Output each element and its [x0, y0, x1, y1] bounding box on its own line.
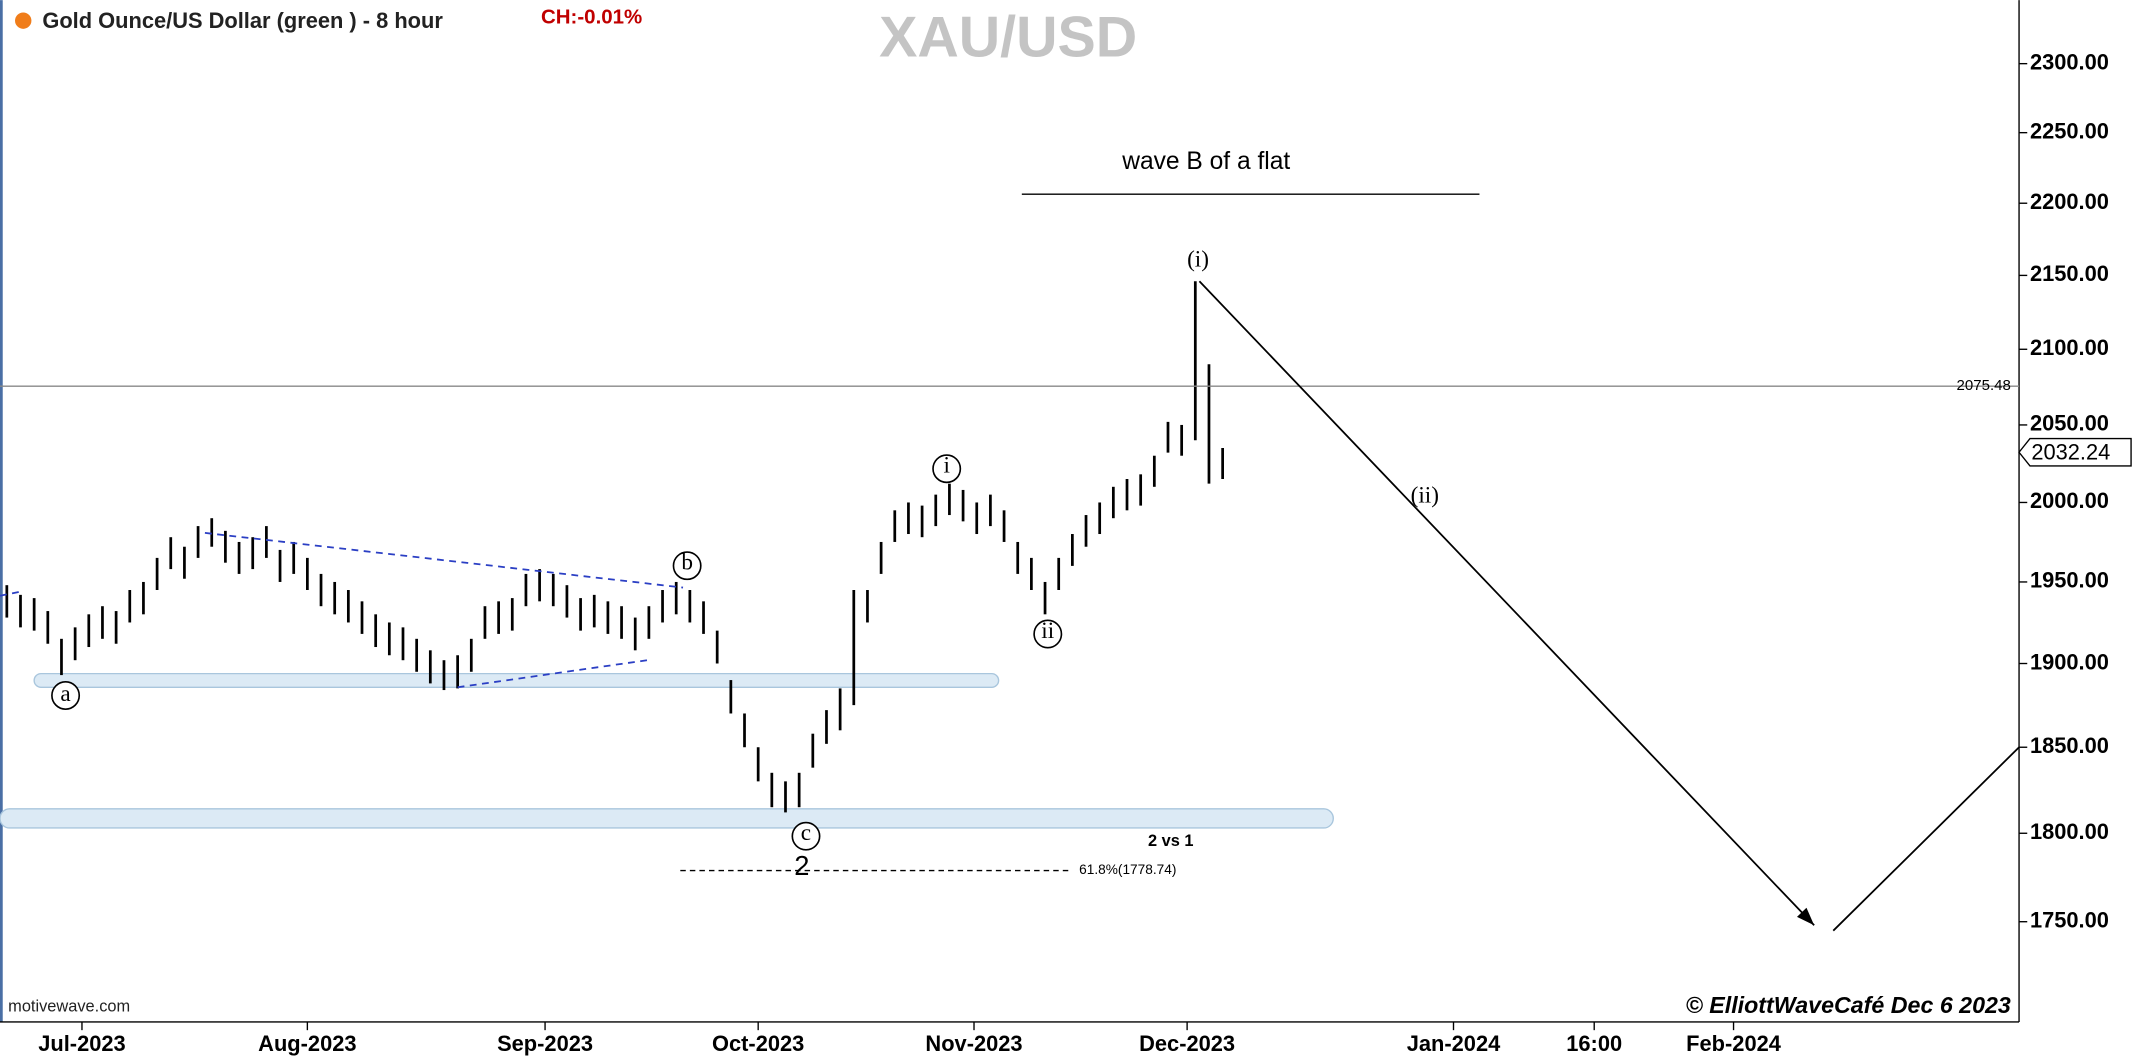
- label-circle: [791, 821, 821, 851]
- label-circle: [672, 551, 702, 581]
- wave-label: c: [801, 820, 811, 846]
- support-band: [0, 808, 1334, 829]
- y-tick-label: 1750.00: [2030, 907, 2109, 932]
- label-circle: [51, 680, 81, 710]
- trendline: [204, 532, 684, 589]
- x-tick-label: Nov-2023: [925, 1031, 1022, 1056]
- chart-title: Gold Ounce/US Dollar (green ) - 8 hour: [42, 8, 443, 33]
- y-tick-label: 2250.00: [2030, 118, 2109, 143]
- label-circle: [932, 454, 962, 484]
- projection-line: [1198, 280, 2020, 932]
- trendline: [457, 659, 650, 689]
- x-tick-label: Jul-2023: [38, 1031, 125, 1056]
- y-tick-label: 2050.00: [2030, 411, 2109, 436]
- wave-label: (i): [1187, 246, 1209, 272]
- reference-label: 2075.48: [1957, 377, 2011, 394]
- x-tick-label: 16:00: [1566, 1031, 1622, 1056]
- credit: © ElliottWaveCafé Dec 6 2023: [1686, 992, 2011, 1018]
- trendline: [0, 590, 21, 597]
- series-dot: [15, 12, 32, 29]
- last-price-box: [2018, 437, 2132, 467]
- change-label: CH:-0.01%: [541, 5, 642, 28]
- y-tick-label: 2000.00: [2030, 488, 2109, 513]
- x-tick-label: Sep-2023: [497, 1031, 593, 1056]
- y-tick-label: 2200.00: [2030, 189, 2109, 214]
- wave-label: ii: [1041, 618, 1054, 644]
- y-tick-label: 2100.00: [2030, 335, 2109, 360]
- x-tick-label: Oct-2023: [712, 1031, 804, 1056]
- support-band: [33, 672, 1000, 688]
- x-tick-label: Jan-2024: [1407, 1031, 1501, 1056]
- y-tick-label: 2300.00: [2030, 49, 2109, 74]
- price-bars: [5, 281, 1224, 813]
- wave-label: a: [60, 681, 70, 707]
- annotation: 2 vs 1: [1148, 832, 1194, 850]
- y-tick-label: 1850.00: [2030, 733, 2109, 758]
- wave-label: (ii): [1411, 483, 1439, 509]
- annotation: wave B of a flat: [1121, 148, 1290, 175]
- y-tick-label: 1900.00: [2030, 649, 2109, 674]
- arrowhead: [1796, 907, 1815, 926]
- source: motivewave.com: [8, 997, 130, 1015]
- y-tick-label: 2150.00: [2030, 261, 2109, 286]
- y-tick-label: 1950.00: [2030, 568, 2109, 593]
- last-price-label: 2032.24: [2031, 439, 2110, 464]
- fib-label: 61.8%(1778.74): [1079, 862, 1176, 877]
- x-tick-label: Aug-2023: [258, 1031, 356, 1056]
- x-tick-label: Dec-2023: [1139, 1031, 1235, 1056]
- y-tick-label: 1800.00: [2030, 819, 2109, 844]
- label-circle: [1033, 619, 1063, 649]
- wave-label: i: [943, 453, 950, 479]
- x-tick-label: Feb-2024: [1686, 1031, 1782, 1056]
- wave-label: 2: [794, 850, 809, 881]
- watermark: XAU/USD: [879, 5, 1137, 69]
- wave-label: b: [681, 550, 693, 576]
